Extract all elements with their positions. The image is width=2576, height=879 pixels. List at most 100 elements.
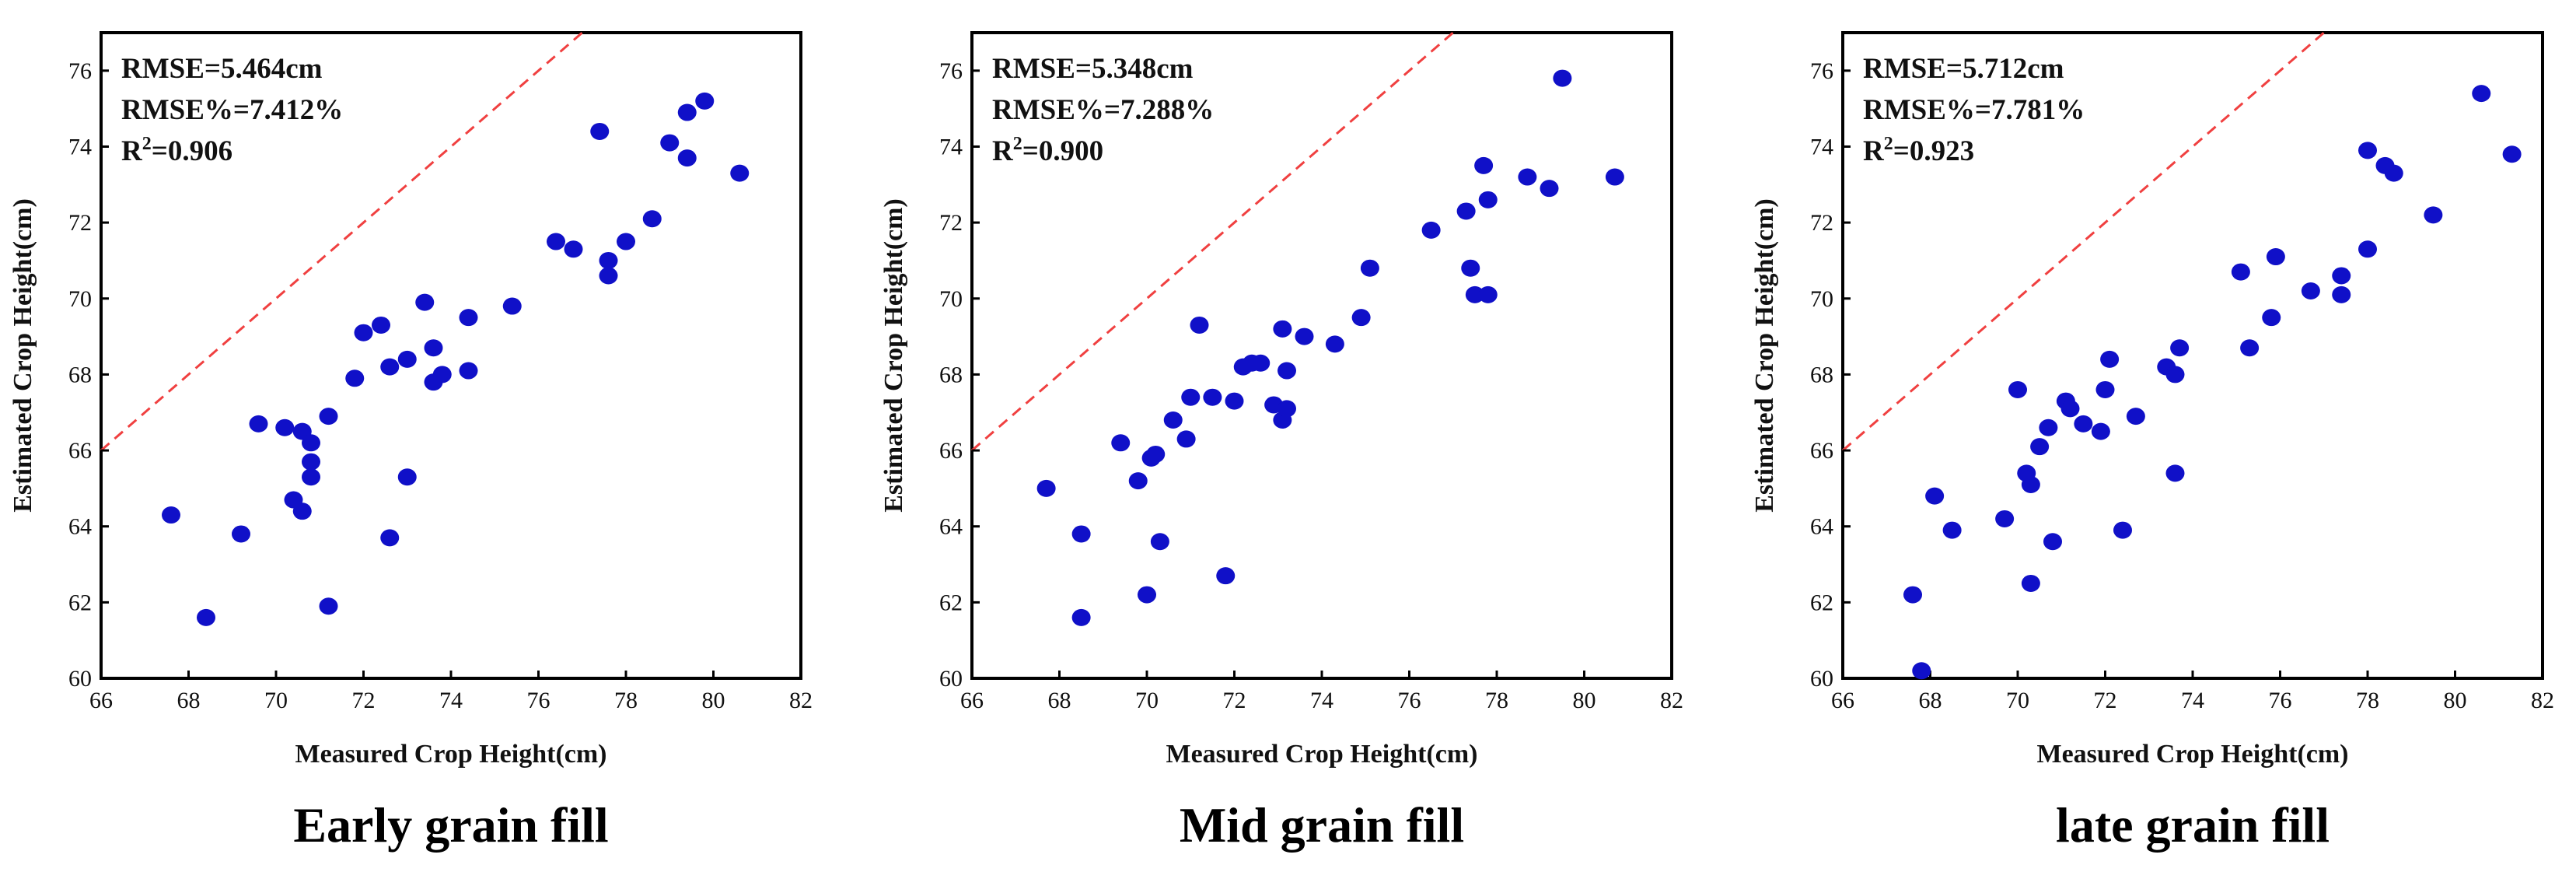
data-point: [397, 468, 417, 486]
plot-frame: [1841, 31, 2544, 680]
data-point: [415, 293, 435, 311]
data-point: [275, 418, 295, 436]
x-tick-label: 68: [1048, 688, 1071, 713]
x-axis-ticks: 66 68 70 72 74 76 78 80 82: [89, 671, 813, 713]
x-axis-ticks: 66 68 70 72 74 76 78 80 82: [1831, 671, 2554, 713]
x-tick-label: 72: [352, 688, 376, 713]
data-point: [677, 149, 697, 167]
data-point: [249, 415, 268, 432]
data-point: [2262, 309, 2281, 327]
x-tick-label: 82: [1660, 688, 1683, 713]
data-point: [1163, 411, 1183, 429]
data-point: [2008, 380, 2027, 398]
x-tick-label: 80: [1573, 688, 1596, 713]
x-tick-label: 66: [89, 688, 113, 713]
data-point: [2384, 164, 2403, 182]
y-tick-label: 62: [939, 590, 963, 615]
data-point: [232, 525, 250, 543]
data-point: [617, 233, 635, 250]
x-tick-label: 82: [789, 688, 813, 713]
data-point: [1203, 388, 1222, 406]
data-point: [1421, 221, 1441, 239]
r-squared-value: =0.906: [152, 135, 232, 167]
x-tick-label: 68: [1919, 688, 1942, 713]
y-tick-label: 76: [68, 58, 92, 84]
data-point: [302, 453, 320, 471]
data-point: [1518, 168, 1537, 186]
y-tick-label: 60: [939, 666, 963, 692]
data-point: [2358, 240, 2377, 258]
data-point: [590, 122, 610, 140]
y-tick-label: 62: [1810, 590, 1833, 615]
x-tick-label: 76: [2269, 688, 2292, 713]
data-point: [1465, 285, 1484, 303]
data-point: [564, 240, 583, 258]
r-squared-value: =0.900: [1022, 135, 1103, 167]
r-squared-superscript: 2: [142, 134, 152, 154]
data-point: [2095, 380, 2115, 398]
data-point: [459, 309, 478, 327]
y-tick-label: 70: [939, 286, 963, 312]
data-point: [2332, 267, 2351, 285]
data-point: [1036, 479, 1056, 497]
y-axis-title: Estimated Crop Height(cm): [879, 198, 908, 513]
plot-frame: [100, 31, 802, 680]
data-point: [397, 350, 417, 368]
data-point: [1190, 316, 1209, 334]
y-tick-label: 70: [68, 286, 92, 312]
data-point: [2240, 339, 2260, 357]
data-point: [1181, 388, 1201, 406]
data-point: [1071, 608, 1091, 626]
data-point: [1225, 392, 1244, 410]
data-point: [372, 316, 390, 334]
panel-caption: Early grain fill: [293, 797, 608, 853]
data-point: [1273, 320, 1292, 338]
rmse-label: RMSE=5.464cm: [121, 53, 323, 85]
rmse-percent-label: RMSE%=7.412%: [121, 94, 343, 126]
data-point: [642, 210, 662, 228]
y-tick-label: 70: [1810, 286, 1833, 312]
data-point: [162, 506, 180, 524]
data-point: [1540, 180, 1559, 198]
data-point: [1146, 445, 1166, 463]
data-point: [1216, 567, 1236, 585]
data-point: [2043, 533, 2062, 551]
data-point: [1925, 487, 1945, 505]
data-point: [2060, 400, 2080, 418]
data-point: [502, 297, 522, 315]
data-point: [380, 529, 400, 547]
y-tick-label: 72: [939, 210, 963, 236]
y-tick-label: 64: [68, 514, 92, 540]
data-point: [1942, 521, 1962, 539]
data-point: [2021, 574, 2040, 592]
data-point: [432, 366, 452, 383]
x-tick-label: 68: [177, 688, 201, 713]
data-point: [695, 92, 715, 110]
data-point: [1351, 309, 1371, 327]
data-point: [1605, 168, 1624, 186]
rmse-percent-label: RMSE%=7.288%: [992, 94, 1214, 126]
x-tick-label: 80: [2444, 688, 2467, 713]
x-tick-label: 78: [614, 688, 638, 713]
data-point: [2100, 350, 2120, 368]
data-point: [302, 468, 320, 486]
x-tick-label: 70: [1135, 688, 1159, 713]
rmse-percent-label: RMSE%=7.781%: [1863, 94, 2085, 126]
y-tick-label: 68: [1810, 362, 1833, 387]
data-point: [2074, 415, 2093, 432]
x-tick-label: 74: [2181, 688, 2204, 713]
data-point: [1128, 472, 1148, 490]
data-point: [319, 597, 338, 615]
x-tick-label: 72: [1223, 688, 1246, 713]
rmse-label: RMSE=5.348cm: [992, 53, 1194, 85]
y-tick-label: 64: [939, 514, 963, 540]
y-tick-label: 64: [1810, 514, 1833, 540]
x-tick-label: 74: [439, 688, 463, 713]
r-squared-label: R2=0.906: [121, 134, 232, 167]
x-tick-label: 72: [2094, 688, 2117, 713]
x-tick-label: 66: [1831, 688, 1854, 713]
data-point: [1251, 354, 1271, 372]
y-axis-ticks: 60 62 64 66 68 70 72 74 76: [939, 58, 980, 692]
